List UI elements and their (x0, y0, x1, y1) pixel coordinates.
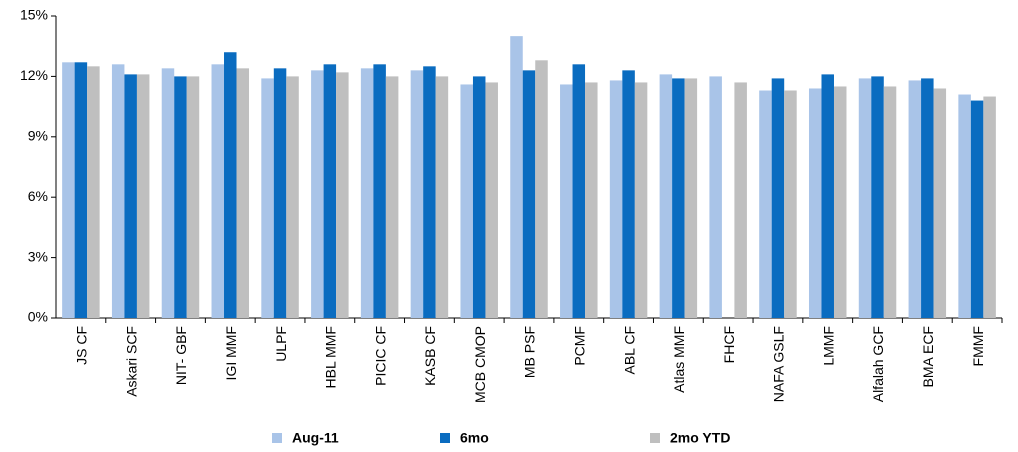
bar (572, 64, 586, 318)
y-tick-label: 6% (28, 188, 48, 204)
bar (622, 70, 635, 318)
bar (224, 52, 237, 319)
y-tick-label: 3% (28, 248, 48, 264)
bar (472, 76, 486, 319)
bar (336, 72, 349, 318)
bar (174, 76, 187, 319)
y-tick-label: 12% (20, 67, 48, 83)
bar (323, 64, 337, 318)
bar (709, 76, 722, 319)
bar (261, 78, 274, 318)
x-tick-label: HBL MMF (323, 326, 339, 388)
x-tick-label: NAFA GSLF (771, 326, 787, 402)
bar (423, 66, 436, 318)
x-tick-label: IGI MMF (223, 326, 239, 380)
bar (111, 64, 125, 318)
x-tick-label: FMMF (970, 326, 986, 366)
x-tick-label: PCMF (571, 326, 587, 366)
x-tick-label: JS CF (74, 326, 90, 365)
bar (211, 64, 225, 318)
legend-label: Aug-11 (292, 430, 339, 446)
bar (373, 64, 386, 318)
legend-swatch (440, 433, 450, 443)
x-tick-label: BMA ECF (920, 326, 936, 387)
bar (921, 78, 934, 318)
bar (858, 78, 872, 318)
bar (236, 68, 250, 318)
bar (161, 68, 175, 318)
x-tick-label: MB PSF (522, 326, 538, 378)
bar (385, 76, 399, 319)
bar (609, 80, 623, 318)
bar (759, 90, 772, 318)
bar (833, 86, 847, 318)
bar (883, 86, 897, 318)
bar (410, 70, 424, 318)
bar (734, 82, 747, 318)
bar (460, 84, 473, 318)
bar (510, 36, 523, 319)
bar (360, 68, 374, 318)
legend-label: 2mo YTD (670, 430, 730, 446)
x-tick-label: Alfalah GCF (870, 326, 886, 402)
bar (435, 76, 449, 319)
x-tick-label: ABL CF (621, 326, 637, 375)
x-tick-label: Askari SCF (123, 326, 139, 397)
legend-label: 6mo (460, 430, 489, 446)
y-tick-label: 0% (28, 309, 48, 325)
legend-swatch (650, 433, 660, 443)
x-tick-label: KASB CF (422, 326, 438, 386)
bar (684, 78, 698, 318)
bar (311, 70, 324, 318)
bar (970, 100, 984, 318)
bar (672, 78, 685, 318)
x-tick-label: ULPF (273, 326, 289, 362)
bar (87, 66, 100, 318)
bar (186, 76, 200, 319)
bar (585, 82, 598, 318)
bar (908, 80, 922, 318)
legend-swatch (272, 433, 282, 443)
bar (535, 60, 548, 318)
x-tick-label: Atlas MMF (671, 326, 687, 393)
x-tick-label: LMMF (820, 326, 836, 366)
bar (74, 62, 88, 318)
bar (485, 82, 498, 318)
x-tick-label: PICIC CF (372, 326, 388, 386)
bar (958, 94, 971, 319)
bar (124, 74, 137, 319)
bar (560, 84, 573, 318)
bar (136, 74, 150, 319)
x-tick-label: FHCF (721, 326, 737, 363)
bar (808, 88, 822, 318)
bar (983, 96, 996, 319)
bar (659, 74, 673, 319)
bar (771, 78, 785, 318)
bar (871, 76, 884, 319)
bar (933, 88, 947, 318)
bar (522, 70, 536, 318)
bar (784, 90, 797, 318)
bar (286, 76, 299, 319)
x-tick-label: MCB CMOP (472, 326, 488, 403)
bar (273, 68, 287, 318)
bar (634, 82, 648, 318)
y-tick-label: 9% (28, 128, 48, 144)
y-tick-label: 15% (20, 7, 48, 23)
x-tick-label: NIT- GBF (173, 326, 189, 385)
bar (821, 74, 834, 319)
bar (62, 62, 75, 318)
